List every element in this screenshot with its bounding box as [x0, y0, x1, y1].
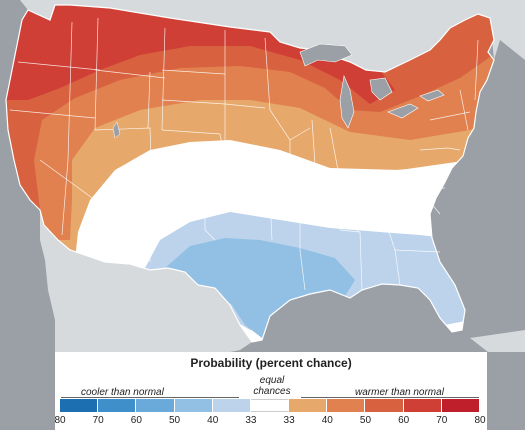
canada-landmass: [0, 0, 525, 72]
scale-swatch: [212, 399, 251, 412]
scale-swatch: [174, 399, 213, 412]
lake-superior: [299, 43, 353, 67]
scale-tick-label: 80: [474, 415, 486, 426]
scale-swatch: [289, 399, 328, 412]
scale-swatch: [441, 399, 480, 412]
scale-tick-label: 60: [398, 415, 410, 426]
scale-tick-label: 40: [321, 415, 333, 426]
lake-huron: [369, 77, 393, 101]
scale-tick-label: 33: [283, 415, 295, 426]
scale-swatch: [60, 399, 99, 412]
great-lakes: [299, 43, 445, 129]
scale-tick-label: 40: [207, 415, 219, 426]
scale-swatch: [136, 399, 175, 412]
color-scale: [60, 399, 480, 413]
scale-swatch: [98, 399, 137, 412]
scale-tick-label: 50: [168, 415, 181, 426]
warmer-than-normal-label: warmer than normal: [355, 387, 444, 398]
equal-label-line-2: chances: [253, 386, 291, 397]
equal-label-line-1: equal: [259, 375, 285, 386]
scale-swatch: [365, 399, 404, 412]
mexico-landmass: [40, 210, 252, 352]
scale-tick-label: 33: [245, 415, 257, 426]
scale-swatch: [403, 399, 442, 412]
scale-tick-label: 80: [54, 415, 66, 426]
baja-peninsula: [52, 255, 80, 312]
caribbean-landmass: [470, 330, 525, 352]
scale-swatch: [327, 399, 366, 412]
equal-chances-label: equal chances: [245, 375, 299, 397]
scale-tick-label: 50: [359, 415, 372, 426]
scale-swatch: [250, 399, 290, 412]
great-salt-lake: [112, 121, 121, 139]
lake-michigan: [339, 74, 355, 129]
warm-bracket-line: [301, 397, 479, 398]
cooler-than-normal-label: cooler than normal: [81, 387, 164, 398]
scale-tick-label: 70: [92, 415, 104, 426]
probability-legend: Probability (percent chance) cooler than…: [54, 352, 487, 430]
scale-tick-label: 70: [436, 415, 448, 426]
legend-title: Probability (percent chance): [190, 356, 352, 370]
cool-bracket-line: [61, 397, 239, 398]
lake-ontario: [419, 89, 445, 102]
cool-40-band: [165, 238, 355, 338]
scale-tick-label: 60: [130, 415, 142, 426]
lake-erie: [387, 103, 419, 119]
